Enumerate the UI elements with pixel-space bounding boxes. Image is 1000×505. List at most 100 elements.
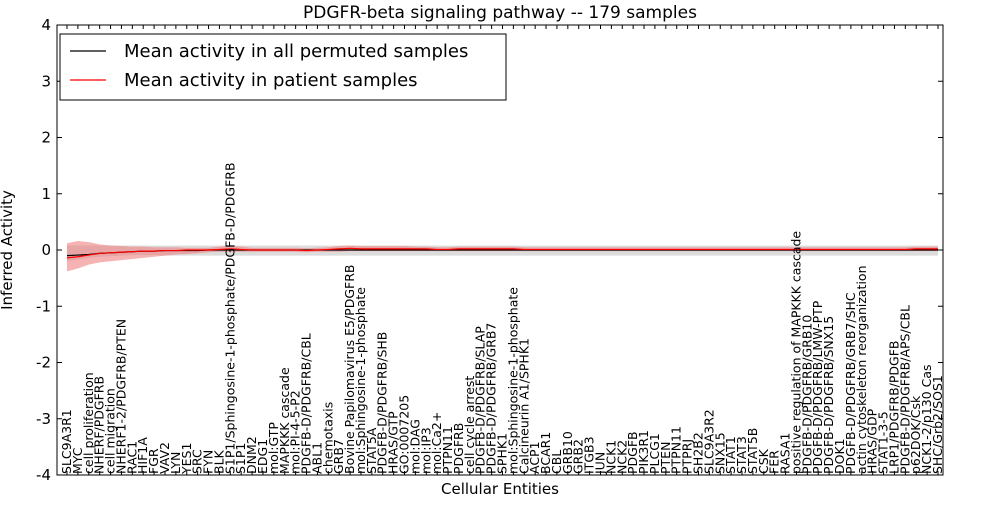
x-tick-label: FYN — [201, 450, 216, 474]
y-axis-title: Inferred Activity — [0, 190, 16, 310]
x-tick-label: cell cycle arrest — [462, 376, 477, 474]
x-tick-label: VAV2 — [157, 442, 172, 474]
x-tick-label: BLK — [211, 449, 226, 474]
x-tick-label: GRB10 — [560, 431, 575, 474]
x-tick-label: STAT1 — [723, 436, 738, 474]
x-tick-label: S1P1 — [233, 443, 248, 474]
x-tick-label: GO:0007205 — [397, 395, 412, 474]
x-tick-label: mol:Sphingosine-1-phosphate — [505, 287, 520, 474]
x-tick-label: mol:Sphingosine-1-phosphate — [353, 287, 368, 474]
x-tick-label: NCK1 — [603, 440, 618, 474]
x-tick-label: DNM2 — [244, 436, 259, 474]
x-tick-label: PIK3R1 — [636, 430, 651, 474]
x-tick-label: positive regulation of MAPKKK cascade — [788, 231, 803, 474]
x-tick-label: CSK — [756, 448, 771, 474]
y-tick-label: 1 — [41, 185, 51, 203]
x-tick-label: NHERF/PDGFRB — [92, 376, 107, 474]
x-tick-label: RAC1 — [124, 441, 139, 474]
axes: -4 -3 -2 -1 0 1 2 3 4 — [36, 16, 944, 484]
x-tick-label: PDGFB-D/PDGFRB/APS/CBL — [897, 305, 912, 474]
x-tick-label: PDGFB-D/PDGFRB/GRB7 — [484, 323, 499, 474]
x-tick-label: NHERF1-2/PDGFRB/PTEN — [113, 319, 128, 474]
x-tick-label: FGR — [146, 448, 161, 474]
x-tick-label: STAT5B — [745, 428, 760, 474]
x-tick-label: STAT5A — [364, 427, 379, 474]
x-tick-label: CBL — [549, 450, 564, 474]
x-tick-label: LYN — [168, 452, 183, 474]
y-tick-label: 4 — [41, 16, 51, 34]
x-tick-label: SNX15 — [712, 432, 727, 474]
x-tick-label: PDGFB-D/PDGFRB/CBL — [299, 333, 314, 474]
x-tick-label: JUN — [592, 452, 607, 475]
x-tick-label: LRP1/PDGFRB/PDGFB — [886, 341, 901, 474]
x-tick-label: PTEN — [658, 442, 673, 474]
y-tick-label: -2 — [36, 354, 51, 372]
x-tick-label: BCAR1 — [538, 432, 553, 474]
y-tick-label: 0 — [41, 241, 51, 259]
x-tick-label: SHC/Grb2/SOS1 — [930, 375, 945, 474]
x-tick-label: SRC — [190, 449, 205, 474]
x-axis-title: Cellular Entities — [441, 480, 559, 498]
x-tick-label: PDGFB-D/PDGFRB/SHB — [375, 332, 390, 474]
chart-title: PDGFR-beta signaling pathway -- 179 samp… — [303, 3, 697, 23]
x-tick-label: mol:DAG — [407, 419, 422, 474]
x-tick-label: PDGFB-D/PDGFRB/GRB7/SHC — [843, 292, 858, 474]
x-tick-label: SLC9A3R1 — [59, 409, 74, 474]
x-tick-label: cell migration — [103, 388, 118, 474]
x-tick-label: Calcineurin A1/SPHK1 — [516, 338, 531, 474]
x-tick-label: EDG1 — [255, 439, 270, 474]
x-tick-label: HIF1A — [135, 437, 150, 474]
x-tick-label: PDGFRB — [451, 423, 466, 474]
legend-box — [59, 33, 507, 101]
x-tick-label: NCK1-2/p130 Cas — [919, 364, 934, 474]
x-tick-label: GRB2 — [571, 439, 586, 474]
x-tick-label: mol:Ca2+ — [429, 412, 444, 474]
x-tick-label: SPHK1 — [495, 433, 510, 474]
x-tick-label: SLC9A3R2 — [701, 409, 716, 474]
x-tick-label: ITGB3 — [582, 436, 597, 474]
x-tick-label: PTPN11 — [440, 426, 455, 474]
x-tick-label: HRAS/GDP — [865, 408, 880, 474]
x-tick-label: NCK2 — [614, 440, 629, 474]
x-tick-label: p62DOK/Csk — [908, 395, 923, 474]
x-tick-label: PDGFB-D/PDGFRB/SLAP — [473, 326, 488, 474]
x-tick-label: chemotaxis — [320, 402, 335, 474]
x-tick-label: ACP1 — [527, 441, 542, 474]
x-tick-label: SH2B2 — [690, 432, 705, 474]
y-tick-label: -4 — [36, 466, 51, 484]
x-tick-label: actin cytoskeleton reorganization — [854, 265, 869, 474]
x-tick-label: PDGFB-D/PDGFRB/LMW-PTP — [810, 300, 825, 474]
plot-area — [66, 241, 938, 272]
x-tick-label: MYC — [70, 447, 85, 474]
x-tick-label: STAT1-3-5 — [876, 411, 891, 474]
x-tick-label: FER — [767, 450, 782, 474]
x-tick-label: PDGFB-D/PDGFRB/SNX15 — [821, 316, 836, 474]
legend-label-patient: Mean activity in patient samples — [124, 70, 418, 91]
y-tick-label: 2 — [41, 129, 51, 147]
series-band-patient — [67, 241, 938, 272]
x-tick-label: RASA1 — [778, 433, 793, 474]
x-tick-label: S1P1/Sphingosine-1-phosphate/PDGFB-D/PDG… — [222, 162, 237, 474]
x-tick-label: PTPRJ — [680, 439, 695, 474]
x-tick-label: cell proliferation — [81, 372, 96, 474]
x-tick-label: mol:PI-4-5-P2 — [288, 390, 303, 474]
x-tick-label: ABL1 — [309, 442, 324, 474]
x-tick-label: HRAS/GTP — [386, 411, 401, 474]
series-line-patient — [66, 247, 938, 259]
legend-label-permuted: Mean activity in all permuted samples — [124, 41, 468, 62]
x-tick-label: MAPKKK cascade — [277, 367, 292, 474]
x-tick-label: PTPN11 — [669, 426, 684, 474]
y-tick-label: 3 — [41, 72, 51, 90]
x-tick-label: mol:IP3 — [418, 427, 433, 474]
x-tick-label: PLCG1 — [647, 433, 662, 474]
x-tick-label: DOK1 — [832, 438, 847, 474]
y-tick-label: -3 — [36, 410, 51, 428]
x-tick-label: mol:GTP — [266, 422, 281, 474]
x-tick-label: PDGFB-D/PDGFRB/GRB10 — [799, 315, 814, 474]
legend: Mean activity in all permuted samples Me… — [59, 33, 507, 101]
x-tick-label: GRB7 — [331, 439, 346, 474]
x-tick-label: PDGFB — [625, 431, 640, 474]
